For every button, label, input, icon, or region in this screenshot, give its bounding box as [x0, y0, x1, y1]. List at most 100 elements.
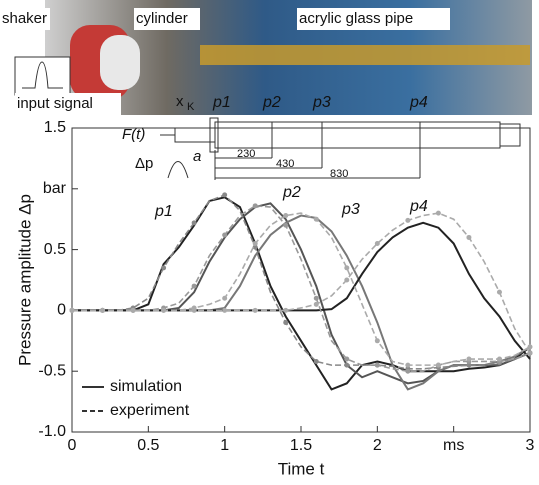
label-bg [15, 93, 121, 115]
y-tick-label: -1.0 [38, 423, 66, 440]
x-tick-label: ms [443, 437, 464, 454]
sensor-label: p1 [212, 94, 231, 111]
force-label: F(t) [122, 126, 145, 143]
photo: shaker cylinder acrylic glass pipe input… [0, 0, 532, 115]
distance-label: 830 [330, 168, 348, 180]
sensor-label: p4 [409, 94, 428, 111]
end-cap [499, 123, 521, 147]
acceleration-label: a [193, 148, 201, 165]
series-label: p2 [282, 184, 301, 201]
shaker-face [100, 35, 140, 90]
marker [252, 203, 258, 209]
photo-label: shaker [2, 10, 47, 27]
marker [161, 307, 167, 313]
series-line [72, 202, 531, 385]
y-tick-label: -0.5 [38, 362, 66, 379]
y-tick-label: bar [43, 180, 67, 197]
label-bg [297, 8, 450, 30]
marker [466, 362, 472, 368]
marker [100, 307, 106, 313]
series-line [72, 214, 531, 391]
marker [435, 210, 441, 216]
marker [405, 217, 411, 223]
x-tick-label: 1 [220, 437, 229, 454]
series-line [72, 193, 531, 370]
sensor-label: p2 [262, 94, 281, 111]
marker [252, 244, 258, 250]
pulse-shape [167, 161, 189, 179]
marker [405, 368, 411, 374]
y-axis-label: Pressure amplitude Δp [15, 194, 34, 366]
sensor-label: p3 [312, 94, 331, 111]
marker [496, 356, 502, 362]
x-tick-label: 2 [373, 437, 382, 454]
series-label: p4 [409, 198, 428, 215]
series-line [72, 196, 531, 391]
distance-label: 230 [237, 148, 255, 160]
marker [130, 307, 136, 313]
distance-label: 430 [276, 158, 294, 170]
x-tick-label: 1.5 [290, 437, 312, 454]
xk-label: x [176, 93, 184, 110]
marker [496, 289, 502, 295]
y-tick-label: 1.5 [44, 119, 66, 136]
marker [374, 338, 380, 344]
x-axis-label: Time t [278, 459, 325, 478]
series-line [72, 212, 531, 354]
marker [466, 234, 472, 240]
marker [313, 295, 319, 301]
marker [222, 295, 228, 301]
series-line [72, 221, 531, 360]
marker [344, 265, 350, 271]
marker [466, 356, 472, 362]
marker [313, 301, 319, 307]
marker [69, 307, 75, 313]
photo-label: acrylic glass pipe [299, 10, 413, 27]
legend-label: experiment [110, 402, 190, 419]
pipe [200, 45, 530, 65]
xk-sub: K [187, 101, 195, 113]
marker [374, 362, 380, 368]
label-bg [0, 8, 50, 30]
pressure-label: Δp [135, 155, 153, 172]
label-bg [134, 8, 200, 30]
x-tick-label: 0.5 [137, 437, 159, 454]
marker [344, 362, 350, 368]
series-label: p3 [341, 201, 360, 218]
piston [174, 127, 216, 143]
marker [252, 307, 258, 313]
marker [313, 216, 319, 222]
marker [191, 283, 197, 289]
marker [283, 307, 289, 313]
marker [222, 192, 228, 198]
marker [283, 320, 289, 326]
marker [527, 344, 533, 350]
marker [374, 241, 380, 247]
x-tick-label: 0 [68, 437, 77, 454]
marker [222, 307, 228, 313]
photo-label: input signal [17, 95, 93, 112]
flange [209, 117, 219, 153]
y-tick-label: 0.5 [44, 241, 66, 258]
marker [252, 241, 258, 247]
marker [344, 356, 350, 362]
legend-label: simulation [110, 378, 182, 395]
marker [222, 232, 228, 238]
signal-pulse [22, 61, 63, 89]
marker [191, 307, 197, 313]
marker [313, 358, 319, 364]
marker [283, 213, 289, 219]
marker [405, 362, 411, 368]
y-tick-label: 0 [57, 302, 66, 319]
marker [344, 277, 350, 283]
marker [283, 222, 289, 228]
series-label: p1 [154, 203, 173, 220]
x-tick-label: 3 [526, 437, 535, 454]
marker [161, 265, 167, 271]
pipe-outline [214, 121, 501, 149]
marker [191, 220, 197, 226]
marker [435, 362, 441, 368]
marker [527, 350, 533, 356]
signal-box [14, 56, 71, 96]
